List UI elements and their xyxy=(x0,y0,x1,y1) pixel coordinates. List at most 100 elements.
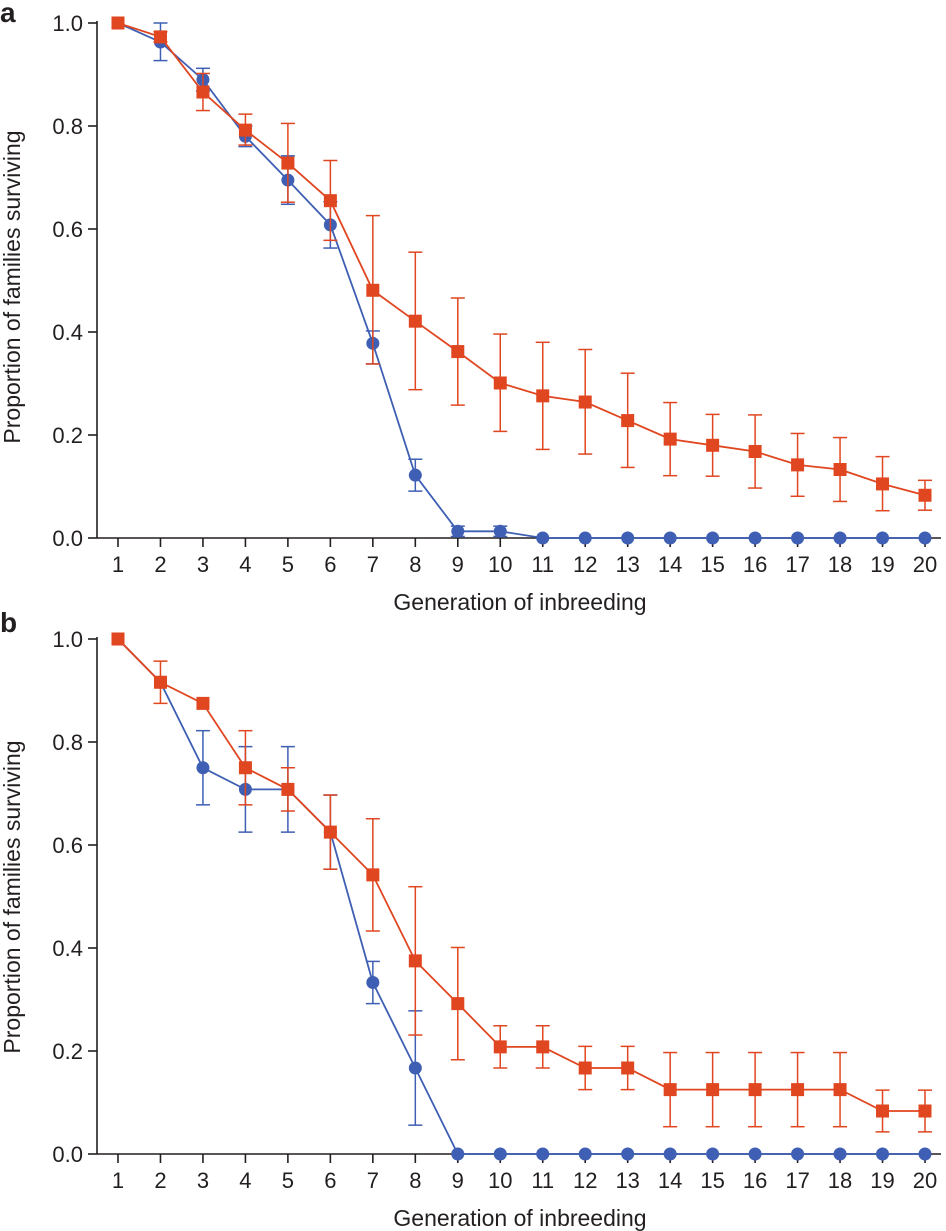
panel-b-red-point xyxy=(323,825,337,839)
panel-b-x-tick-label: 4 xyxy=(239,1168,251,1193)
panel-b-blue-point xyxy=(748,1147,762,1161)
panel-b-red-point xyxy=(536,1040,550,1054)
panel-b-y-tick-label: 0.4 xyxy=(52,936,83,961)
panel-a-blue-point xyxy=(748,531,762,545)
panel-b-y-tick-label: 0.8 xyxy=(52,730,83,755)
panel-a-x-tick-label: 13 xyxy=(615,552,639,577)
panel-b-x-tick-label: 6 xyxy=(324,1168,336,1193)
panel-a-x-tick-label: 6 xyxy=(324,552,336,577)
panel-a-x-tick-label: 3 xyxy=(197,552,209,577)
panel-a-blue-point xyxy=(833,531,847,545)
panel-b-blue-line xyxy=(117,638,925,1155)
panel-b-blue-point xyxy=(536,1147,550,1161)
panel-b-red-point xyxy=(748,1083,762,1097)
panel-b-x-tick-label: 17 xyxy=(785,1168,809,1193)
panel-a-blue-point xyxy=(578,531,592,545)
panel-b-blue-point xyxy=(493,1147,507,1161)
panel-b-y-tick-label: 0.0 xyxy=(52,1142,83,1167)
panel-a: a Proportion of families surviving Gener… xyxy=(0,0,941,615)
panel-b-red-point xyxy=(281,782,295,796)
panel-b-red-line xyxy=(117,638,925,1112)
panel-a-x-tick-label: 2 xyxy=(154,552,166,577)
panel-a-blue-point xyxy=(493,524,507,538)
panel-b-blue-point xyxy=(706,1147,720,1161)
panel-a-x-tick-label: 20 xyxy=(913,552,937,577)
panel-b-red-point xyxy=(196,696,210,710)
panel-a-blue-point xyxy=(621,531,635,545)
panel-b-x-tick-label: 5 xyxy=(282,1168,294,1193)
panel-a-y-tick-label: 0.0 xyxy=(52,526,83,551)
panel-b-x-tick-label: 1 xyxy=(112,1168,124,1193)
panel-a-red-point xyxy=(366,283,380,297)
panel-b-red-point xyxy=(833,1083,847,1097)
panel-a-red-point xyxy=(876,477,890,491)
panel-a-blue-point xyxy=(408,468,422,482)
panel-a-series xyxy=(111,16,932,545)
panel-b-red-point xyxy=(366,868,380,882)
panel-b-series-blue xyxy=(111,632,932,1161)
panel-a-x-tick-label: 12 xyxy=(573,552,597,577)
panel-b-x-tick-label: 12 xyxy=(573,1168,597,1193)
panel-b-blue-point xyxy=(578,1147,592,1161)
panel-b-x-tick-label: 16 xyxy=(743,1168,767,1193)
panel-b-blue-point xyxy=(876,1147,890,1161)
panel-a-red-point xyxy=(493,376,507,390)
panel-b-red-point xyxy=(451,997,465,1011)
panel-a-x-tick-label: 11 xyxy=(531,552,554,577)
panel-b-series xyxy=(111,632,932,1161)
panel-b-x-tick-label: 19 xyxy=(870,1168,894,1193)
panel-b-y-tick-label: 0.2 xyxy=(52,1039,83,1064)
panel-b-blue-point xyxy=(196,761,210,775)
panel-a-red-point xyxy=(706,438,720,452)
panel-a-blue-point xyxy=(536,531,550,545)
panel-b-x-tick-label: 3 xyxy=(197,1168,209,1193)
panel-b-series-red xyxy=(111,632,932,1133)
panel-a-axes: 0.00.20.40.60.81.01 2 3 4 5 6 7 8 9 10 11 12 13 14 15 1… xyxy=(52,11,941,577)
panel-a-y-tick-label: 0.4 xyxy=(52,320,83,345)
panel-a-x-tick-label: 9 xyxy=(452,552,464,577)
panel-a-red-point xyxy=(196,85,210,99)
panel-a-red-point xyxy=(536,389,550,403)
panel-b-red-point xyxy=(621,1061,635,1075)
panel-b-blue-point xyxy=(918,1147,932,1161)
panel-b-x-tick-label: 8 xyxy=(409,1168,421,1193)
panel-a-y-tick-label: 0.2 xyxy=(52,423,83,448)
panel-a-blue-point xyxy=(451,524,465,538)
panel-a-x-tick-label: 16 xyxy=(743,552,767,577)
panel-a-x-tick-label: 15 xyxy=(700,552,724,577)
panel-b-x-tick-label: 2 xyxy=(154,1168,166,1193)
panel-a-x-tick-label: 7 xyxy=(367,552,379,577)
panel-a-red-point xyxy=(451,345,465,359)
panel-a-blue-point xyxy=(663,531,677,545)
panel-b-red-point xyxy=(111,632,125,646)
panel-b-red-point xyxy=(876,1104,890,1118)
panel-b-x-tick-label: 15 xyxy=(700,1168,724,1193)
panel-a-series-red xyxy=(111,16,932,512)
panel-b-x-tick-label: 11 xyxy=(531,1168,554,1193)
panel-b-x-tick-label: 7 xyxy=(367,1168,379,1193)
panel-b-red-point xyxy=(918,1104,932,1118)
panel-a-label: a xyxy=(0,0,16,28)
panel-a-x-tick-label: 1 xyxy=(112,552,124,577)
panel-b-x-tick-label: 14 xyxy=(658,1168,682,1193)
panel-b-blue-point xyxy=(451,1147,465,1161)
panel-a-y-tick-label: 0.8 xyxy=(52,114,83,139)
panel-b-x-tick-label: 9 xyxy=(452,1168,464,1193)
panel-b-x-tick-label: 20 xyxy=(913,1168,937,1193)
panel-b-x-tick-label: 10 xyxy=(488,1168,512,1193)
panel-a-x-tick-label: 14 xyxy=(658,552,682,577)
panel-a-blue-point xyxy=(706,531,720,545)
panel-b-red-point xyxy=(238,761,252,775)
panel-a-blue-point xyxy=(918,531,932,545)
panel-b-y-axis-title: Proportion of families surviving xyxy=(0,740,25,1053)
panel-b-red-point xyxy=(408,954,422,968)
panel-a-y-tick-label: 1.0 xyxy=(52,11,83,36)
panel-a-x-tick-label: 8 xyxy=(409,552,421,577)
panel-b-blue-point xyxy=(621,1147,635,1161)
panel-a-y-axis-title: Proportion of families surviving xyxy=(0,130,25,443)
panel-a-x-tick-label: 4 xyxy=(239,552,251,577)
panel-a-red-point xyxy=(281,156,295,170)
panel-b-red-point xyxy=(578,1061,592,1075)
panel-b-red-point xyxy=(663,1083,677,1097)
